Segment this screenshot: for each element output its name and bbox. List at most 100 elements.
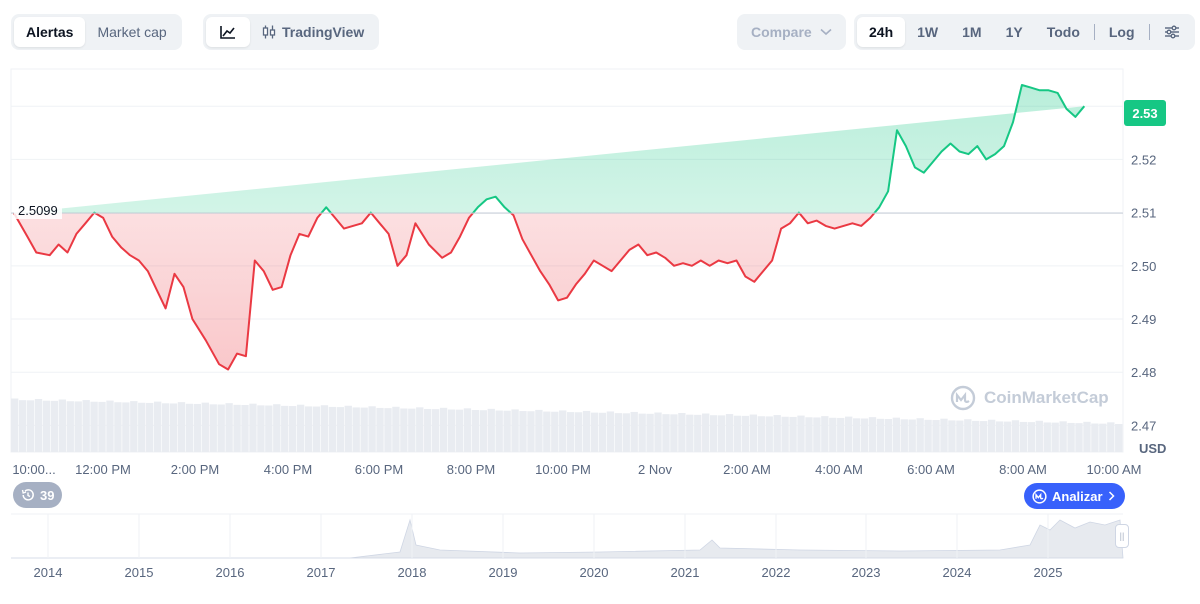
volume-bar (66, 401, 74, 452)
volume-bar (26, 400, 35, 452)
navigator[interactable] (11, 513, 1124, 559)
chart-settings-button[interactable] (1152, 17, 1192, 47)
baseline-price-label: 2.5099 (14, 202, 62, 219)
volume-bar (185, 403, 194, 452)
candlestick-icon (262, 25, 276, 39)
volume-bar (733, 415, 742, 452)
analyze-button[interactable]: Analizar (1024, 483, 1125, 509)
market-cap-tab[interactable]: Market cap (97, 24, 167, 40)
volume-bar (471, 410, 480, 452)
x-tick-label: 2 Nov (638, 462, 672, 477)
volume-bar (813, 417, 821, 452)
volume-bar (908, 419, 916, 452)
volume-bar (884, 418, 893, 452)
volume-bar (217, 404, 225, 452)
navigator-year-label: 2016 (216, 565, 245, 580)
range-all-button[interactable]: Todo (1046, 24, 1080, 40)
chart-type-group: TradingView (203, 14, 380, 50)
navigator-year-label: 2015 (125, 565, 154, 580)
navigator-area (11, 518, 1124, 559)
volume-bar (249, 403, 257, 452)
volume-bar (972, 420, 980, 452)
volume-bar (852, 418, 861, 452)
log-scale-button[interactable]: Log (1108, 24, 1135, 40)
volume-bar (424, 408, 432, 452)
volume-bar (725, 414, 734, 452)
history-badge[interactable]: 39 (13, 482, 63, 508)
volume-bar (646, 413, 654, 452)
x-tick-label: 10:00 AM (1087, 462, 1142, 477)
volume-bar (1107, 422, 1115, 452)
currency-label: USD (1139, 441, 1167, 456)
volume-bar (1027, 422, 1036, 452)
volume-bar (987, 419, 996, 452)
line-chart-button[interactable] (206, 17, 250, 47)
range-24h-button[interactable]: 24h (857, 17, 906, 47)
volume-bar (773, 415, 781, 452)
volume-bar (924, 419, 932, 452)
navigator-handle[interactable]: || (1115, 524, 1129, 548)
volume-bar (328, 406, 337, 452)
history-clock-icon (21, 489, 34, 501)
volume-bar (153, 401, 162, 452)
current-price-badge: 2.53 (1124, 100, 1166, 126)
price-line-up (14, 84, 1086, 214)
watermark-text: CoinMarketCap (984, 388, 1109, 407)
analyze-label: Analizar (1052, 488, 1103, 504)
volume-bar (797, 415, 805, 452)
volume-bar (455, 409, 464, 452)
volume-bar (622, 413, 630, 452)
volume-bar (956, 420, 964, 452)
volume-bar (416, 407, 424, 452)
navigator-year-label: 2019 (489, 565, 518, 580)
x-tick-label: 8:00 PM (447, 462, 495, 477)
volume-bar (678, 413, 686, 452)
alerts-tab[interactable]: Alertas (14, 17, 86, 47)
price-line (13, 84, 1086, 371)
tradingview-button[interactable]: TradingView (250, 17, 376, 47)
volume-bar (559, 410, 567, 452)
volume-bar (932, 420, 940, 452)
volume-bar (654, 412, 662, 452)
x-tick-label: 4:00 AM (815, 462, 863, 477)
volume-bar (376, 407, 384, 452)
volume-bar (273, 404, 281, 452)
volume-bar (582, 410, 591, 452)
x-tick-label: 8:00 AM (999, 462, 1047, 477)
volume-bar (694, 414, 702, 452)
volume-bar (74, 401, 82, 452)
volume-bar (686, 414, 694, 452)
history-count: 39 (40, 487, 55, 503)
x-tick-label: 10:00 PM (535, 462, 591, 477)
navigator-year-label: 2023 (852, 565, 881, 580)
volume-bar (916, 418, 924, 452)
navigator-year-label: 2017 (307, 565, 336, 580)
compare-dropdown[interactable]: Compare (737, 14, 846, 50)
volume-bar (344, 405, 352, 452)
volume-bar (146, 402, 154, 452)
volume-bar (50, 400, 59, 452)
range-1y-button[interactable]: 1Y (1005, 24, 1023, 40)
volume-bar (606, 411, 615, 452)
x-tick-label: 10:00... (12, 462, 55, 477)
range-1w-button[interactable]: 1W (917, 24, 939, 40)
range-1m-button[interactable]: 1M (962, 24, 982, 40)
volume-bar (177, 402, 186, 452)
volume-bar (757, 416, 765, 452)
volume-bar (34, 399, 43, 452)
navigator-years: 2014 2015 2016 2017 2018 2019 2020 2021 2022 2023… (34, 565, 1063, 580)
volume-bar (789, 416, 797, 452)
volume-bar (598, 412, 607, 452)
volume-bar (995, 421, 1004, 452)
volume-bar (574, 412, 583, 452)
volume-bar (527, 411, 535, 452)
volume-bar (860, 418, 869, 452)
volume-bar (320, 405, 329, 452)
volume-bar (1115, 424, 1123, 452)
volume-bar (368, 406, 376, 452)
volume-bar (511, 409, 519, 452)
chevron-down-icon (820, 28, 832, 36)
volume-bar (709, 415, 718, 452)
volume-bar (130, 401, 138, 452)
